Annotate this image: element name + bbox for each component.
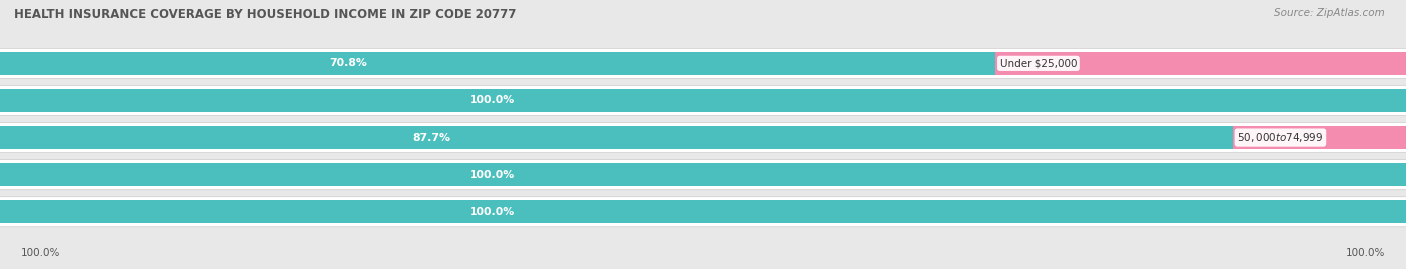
FancyBboxPatch shape: [0, 197, 1406, 227]
Text: 100.0%: 100.0%: [470, 170, 515, 180]
Text: 87.7%: 87.7%: [412, 133, 450, 143]
Text: 70.8%: 70.8%: [329, 58, 367, 68]
Bar: [0, 52, 995, 75]
Text: HEALTH INSURANCE COVERAGE BY HOUSEHOLD INCOME IN ZIP CODE 20777: HEALTH INSURANCE COVERAGE BY HOUSEHOLD I…: [14, 8, 516, 21]
Text: 100.0%: 100.0%: [470, 207, 515, 217]
FancyBboxPatch shape: [0, 48, 1406, 78]
Text: 100.0%: 100.0%: [1346, 248, 1385, 258]
Text: $50,000 to $74,999: $50,000 to $74,999: [1237, 131, 1323, 144]
Text: 100.0%: 100.0%: [21, 248, 60, 258]
Bar: [0, 200, 1406, 223]
Bar: [995, 52, 1406, 75]
FancyBboxPatch shape: [0, 123, 1406, 153]
Text: 100.0%: 100.0%: [470, 95, 515, 105]
Bar: [0, 89, 1406, 112]
Bar: [1233, 126, 1406, 149]
FancyBboxPatch shape: [0, 86, 1406, 115]
FancyBboxPatch shape: [0, 160, 1406, 190]
Text: Source: ZipAtlas.com: Source: ZipAtlas.com: [1274, 8, 1385, 18]
Bar: [0, 126, 1233, 149]
Bar: [0, 163, 1406, 186]
Text: Under $25,000: Under $25,000: [1000, 58, 1077, 68]
